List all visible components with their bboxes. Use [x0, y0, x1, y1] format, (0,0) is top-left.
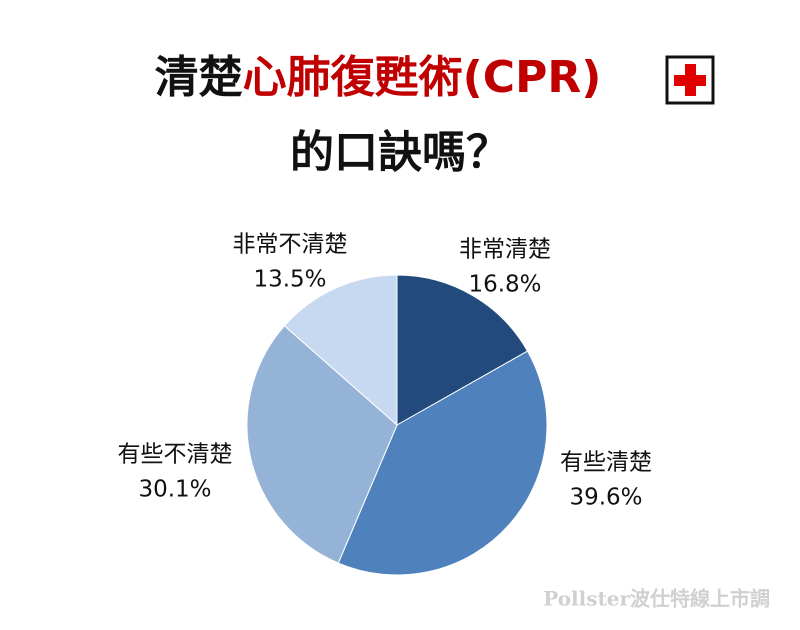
title-part: 清楚: [155, 52, 243, 103]
category-label: 非常不清楚: [233, 232, 348, 258]
category-label: 有些不清楚: [118, 442, 233, 468]
value-label: 13.5%: [253, 267, 326, 293]
chart-title: 清楚心肺復甦術(CPR): [155, 52, 602, 103]
category-label: 非常清楚: [459, 237, 551, 263]
title-part: 心肺復甦術(CPR): [243, 52, 602, 103]
first-aid-icon: [665, 55, 715, 105]
pie-slice: [283, 274, 398, 427]
category-label: 有些清楚: [560, 450, 652, 476]
chart-title: 的口訣嗎？: [290, 127, 510, 178]
pie-slice: [396, 274, 529, 426]
pie-slice: [246, 325, 398, 564]
pie-slice: [337, 350, 548, 576]
title-part: 的口訣嗎？: [290, 127, 510, 178]
value-label: 39.6%: [569, 485, 642, 511]
source: Pollster波仕特線上市調: [543, 587, 770, 611]
value-label: 16.8%: [468, 272, 541, 298]
value-label: 30.1%: [138, 477, 211, 503]
